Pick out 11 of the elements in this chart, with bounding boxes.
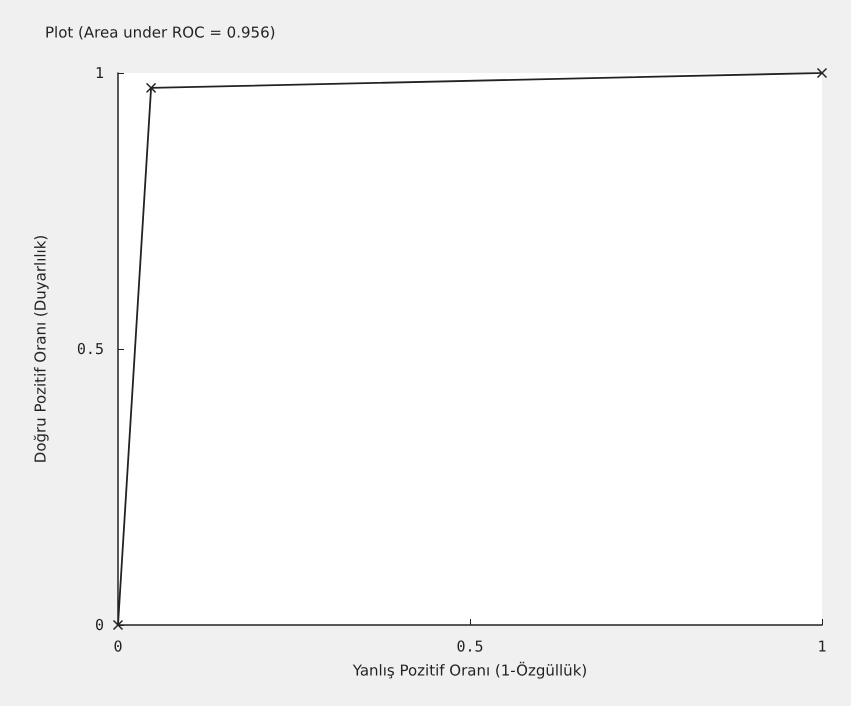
- chart-title: Plot (Area under ROC = 0.956): [45, 24, 276, 42]
- x-axis-title: Yanlış Pozitif Oranı (1-Özgüllük): [352, 662, 588, 680]
- x-tick-label: 0: [113, 638, 123, 656]
- x-tick-label: 1: [817, 638, 827, 656]
- point: [816, 68, 828, 78]
- y-tick-label: 0.5: [76, 340, 104, 358]
- x-tick-label: 0.5: [456, 638, 484, 656]
- point: [146, 82, 156, 94]
- y-tick-label: 0: [94, 616, 104, 634]
- y-tick-label: 1: [94, 64, 104, 82]
- y-axis-title: Doğru Pozitif Oranı (Duyarlılık): [32, 234, 50, 464]
